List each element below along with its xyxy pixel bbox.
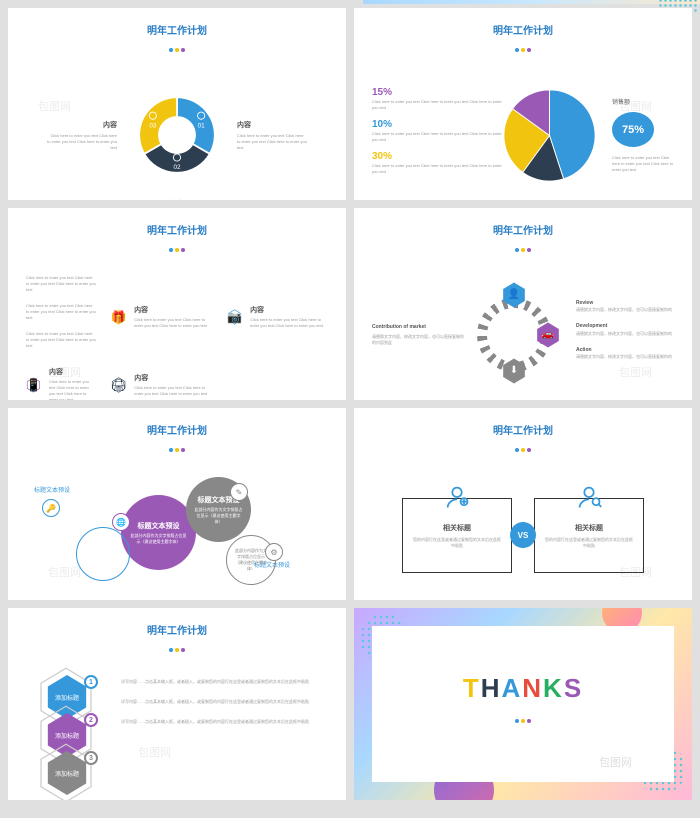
title-dots [26,639,328,657]
s7-hexes: 添加标题1添加标题2添加标题3 [26,671,121,800]
svg-text:01: 01 [198,122,206,129]
s4-left: Contribution of market 请替换文字内容，修改文字内容，也可… [372,324,467,347]
svg-text:03: 03 [149,122,157,129]
slide-8-thanks: THANKS 包图网 [354,608,692,800]
slide-title: 明年工作计划 [372,222,674,237]
thanks-text: THANKS [463,673,583,704]
slide-4: 明年工作计划 Contribution of market 请替换文字内容，修改… [354,208,692,400]
svg-text:02: 02 [173,164,181,171]
title-dots [514,710,532,728]
slide-title: 明年工作计划 [26,22,328,37]
s6-diagram: 相关标题 您的内容打在这里或者通过复制您的文本后在此框中粘贴 VS 相关标题 您… [372,465,674,600]
s5-diagram: 标题文本预设标题文本预设标题文本预设此部分内容作为文字排版占位显示（建议使用主题… [26,465,328,600]
s1-left: 内容 Click here to enter you text Click he… [47,120,117,151]
hex-item: 📷内容Click here to enter you text Click he… [227,301,328,333]
slide-7: 明年工作计划 添加标题1添加标题2添加标题3 详写内容……点击某本输入框，或者插… [8,608,346,800]
s4-items: Review请替换文字内容，修改文字内容，也可以直接复制你的Developmen… [562,300,674,371]
pie-chart [502,88,597,183]
s4-diagram: 👤🚗⬇ [467,288,562,383]
title-dots [26,239,328,257]
title-dots [372,239,674,257]
slide-5: 明年工作计划 标题文本预设标题文本预设标题文本预设此部分内容作为文字排版占位显示… [8,408,346,600]
vs-badge: VS [510,522,536,548]
s1-right: 内容 Click here to enter you text Click he… [237,120,307,151]
slide-grid: 明年工作计划 内容 Click here to enter you text C… [8,8,692,800]
slide-title: 明年工作计划 [372,22,674,37]
title-dots [372,39,674,57]
user-plus-icon [443,483,471,511]
slide-title: 明年工作计划 [26,422,328,437]
title-dots [26,39,328,57]
slide-6: 明年工作计划 相关标题 您的内容打在这里或者通过复制您的文本后在此框中粘贴 VS… [354,408,692,600]
slide-2: 明年工作计划 15%Click here to enter you text C… [354,8,692,200]
user-search-icon [575,483,603,511]
s3-sidebar: Click here to enter you text Click here … [26,275,96,359]
donut-chart: 01 02 03 [132,90,222,180]
hex-item: 📱内容Click here to enter you text Click he… [26,367,96,400]
percentage-bubble: 75% [612,112,654,147]
title-dots [372,439,674,457]
slide-1: 明年工作计划 内容 Click here to enter you text C… [8,8,346,200]
slide-title: 明年工作计划 [26,222,328,237]
slide-title: 明年工作计划 [372,422,674,437]
page-gradient-banner [363,0,700,4]
vs-box-left: 相关标题 您的内容打在这里或者通过复制您的文本后在此框中粘贴 [402,498,512,573]
title-dots [26,439,328,457]
hex-item: 🎁内容Click here to enter you text Click he… [111,301,212,333]
slide-3: 明年工作计划 Click here to enter you text Clic… [8,208,346,400]
s7-text: 详写内容……点击某本输入框，或者插入，或复制您的内容打在这里或者通过复制您的文本… [121,671,328,800]
hex-item: 🖨内容Click here to enter you text Click he… [111,369,212,400]
vs-box-right: 相关标题 您的内容打在这里或者通过复制您的文本后在此框中粘贴 [534,498,644,573]
slide-title: 明年工作计划 [26,622,328,637]
s2-percentages: 15%Click here to enter you text Click he… [372,87,502,183]
